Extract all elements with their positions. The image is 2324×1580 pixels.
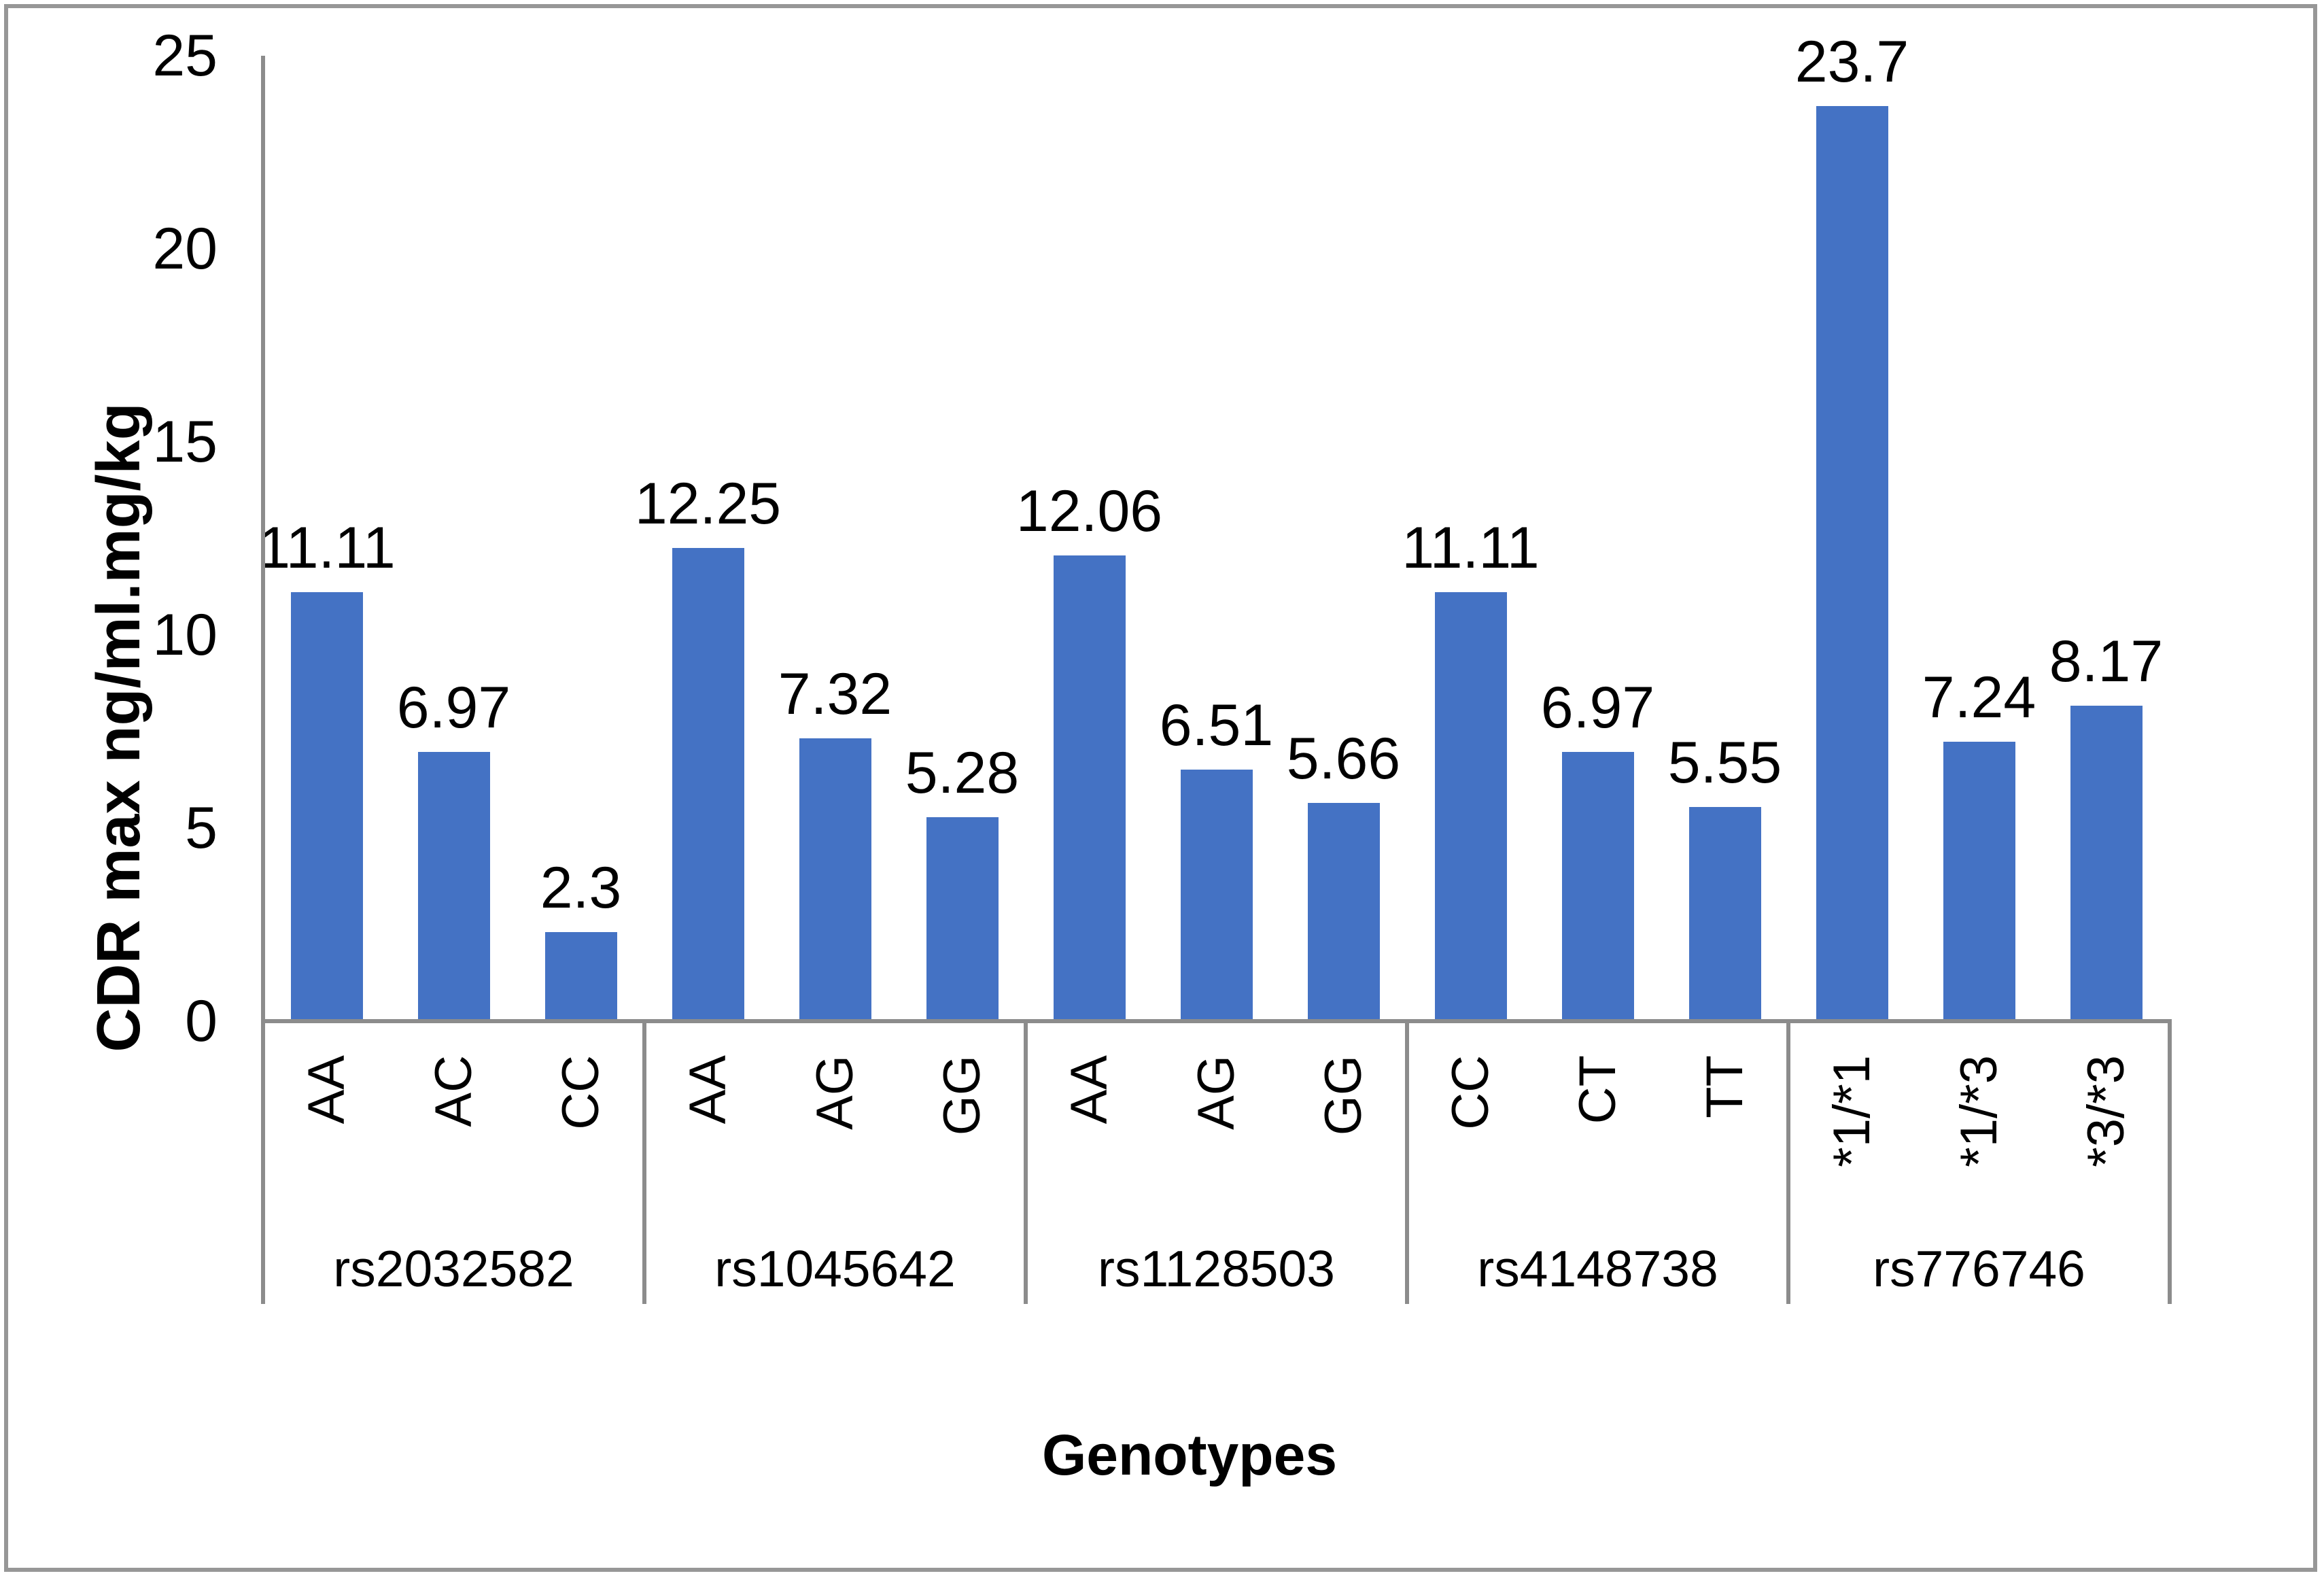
bar	[1816, 105, 1888, 1021]
bar-value-label: 2.3	[540, 855, 622, 921]
group-label: rs1128503	[1098, 1240, 1335, 1297]
genotype-tick-label: AA	[297, 1055, 355, 1124]
bar-value-label: 23.7	[1794, 29, 1909, 95]
genotype-tick-label: CC	[1441, 1055, 1499, 1130]
x-axis-line	[263, 1019, 2172, 1023]
y-axis-title: CDR max ng/ml.mg/kg	[85, 402, 153, 1052]
genotype-tick-label: *3/*3	[2077, 1055, 2135, 1167]
group-separator	[2168, 1019, 2172, 1304]
bar-value-label: 6.51	[1159, 693, 1274, 759]
bar-value-label: 7.32	[778, 662, 892, 727]
bar	[926, 817, 999, 1021]
group-label: rs776746	[1873, 1240, 2085, 1297]
bar-value-label: 7.24	[1922, 664, 2036, 730]
bar-value-label: 6.97	[396, 675, 511, 741]
group-separator	[1024, 1019, 1028, 1304]
y-tick-label: 10	[152, 602, 218, 668]
y-axis-line	[261, 56, 265, 1304]
group-separator	[1786, 1019, 1790, 1304]
bar	[1434, 591, 1507, 1021]
genotype-tick-label: AA	[1060, 1055, 1118, 1124]
bar	[2070, 705, 2143, 1021]
genotype-tick-label: AA	[678, 1055, 737, 1124]
bar-value-label: 5.28	[905, 740, 1020, 806]
bar-value-label: 11.11	[1402, 515, 1540, 581]
genotype-tick-label: TT	[1695, 1055, 1754, 1118]
genotype-tick-label: AG	[805, 1055, 864, 1130]
bar	[544, 932, 617, 1021]
x-axis-title: Genotypes	[1041, 1423, 1338, 1487]
genotype-tick-label: *1/*3	[1949, 1055, 2008, 1167]
y-tick-label: 20	[152, 216, 218, 281]
bar	[1943, 741, 2015, 1021]
bar	[1053, 555, 1126, 1021]
y-tick-label: 0	[185, 989, 218, 1054]
bar-value-label: 8.17	[2049, 628, 2164, 694]
genotype-tick-label: CT	[1568, 1055, 1627, 1124]
bar	[672, 548, 744, 1021]
bar	[799, 738, 871, 1021]
bar-value-label: 6.97	[1540, 675, 1655, 741]
y-tick-label: 25	[152, 23, 218, 88]
genotype-tick-label: AG	[1187, 1055, 1245, 1130]
genotype-tick-label: GG	[933, 1055, 991, 1136]
group-label: rs2032582	[333, 1240, 574, 1297]
bar	[417, 752, 490, 1021]
group-separator	[642, 1019, 646, 1304]
group-label: rs1045642	[714, 1240, 956, 1297]
bar-value-label: 11.11	[258, 515, 396, 581]
bar-value-label: 5.66	[1286, 725, 1401, 791]
y-tick-label: 15	[152, 409, 218, 475]
genotype-tick-label: GG	[1314, 1055, 1372, 1136]
y-tick-label: 5	[185, 795, 218, 861]
bar-value-label: 5.55	[1667, 729, 1782, 795]
bar-value-label: 12.25	[634, 471, 782, 537]
bar-value-label: 12.06	[1016, 478, 1163, 544]
bar	[1180, 770, 1253, 1021]
genotype-tick-label: *1/*1	[1822, 1055, 1881, 1167]
bar	[290, 591, 363, 1021]
bar	[1688, 806, 1761, 1021]
genotype-tick-label: AC	[424, 1055, 483, 1127]
genotype-tick-label: CC	[551, 1055, 610, 1130]
chart-outer-border	[4, 4, 2317, 1572]
bar	[1561, 752, 1634, 1021]
group-label: rs4148738	[1477, 1240, 1718, 1297]
group-separator	[1405, 1019, 1409, 1304]
bar	[1307, 802, 1380, 1021]
